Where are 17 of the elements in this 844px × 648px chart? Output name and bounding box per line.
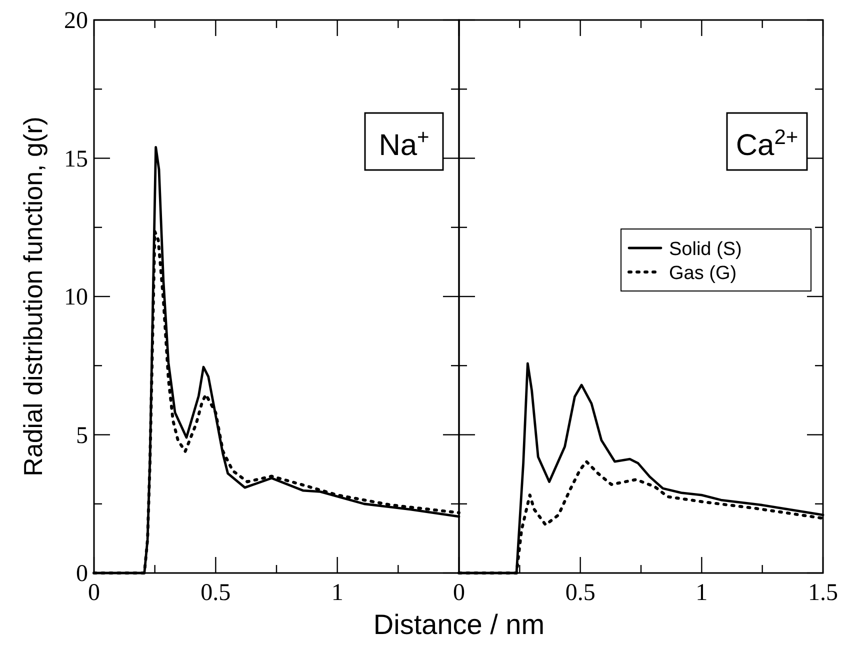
x-axis-title: Distance / nm (373, 609, 545, 640)
x-tick-label: 1.5 (808, 580, 838, 606)
legend-label: Gas (G) (669, 263, 737, 284)
x-tick-label: 1 (331, 580, 344, 606)
x-tick-label: 0.5 (565, 580, 596, 606)
legend-label: Solid (S) (669, 239, 742, 260)
annotation: Ca$^{2+}$ (736, 126, 798, 162)
x-tick-label: 1 (696, 580, 708, 606)
y-tick-label: 5 (76, 422, 88, 449)
y-tick-label: 10 (64, 284, 88, 310)
x-tick-label: 0 (453, 580, 465, 606)
y-tick-label: 15 (64, 146, 88, 172)
x-tick-label: 0.5 (200, 580, 231, 606)
y-axis-title: Radial distribution function, g(r) (18, 116, 48, 476)
y-tick-label: 0 (76, 561, 88, 587)
annotation: Na$^{+}$ (378, 126, 430, 162)
y-tick-label: 20 (64, 8, 88, 34)
